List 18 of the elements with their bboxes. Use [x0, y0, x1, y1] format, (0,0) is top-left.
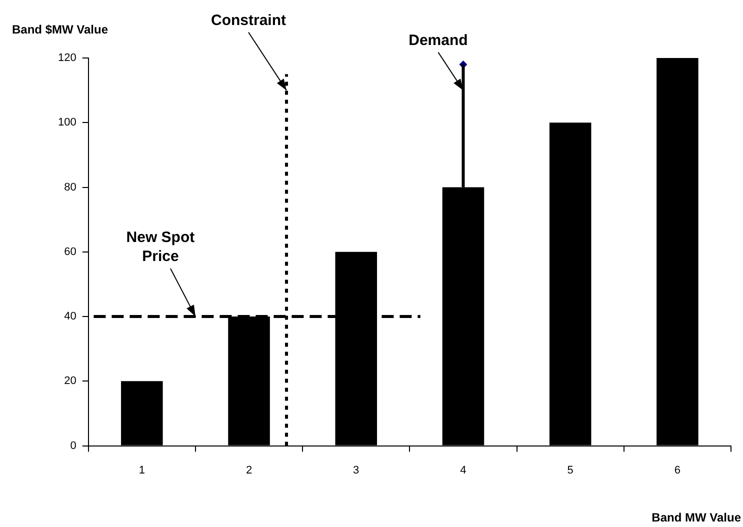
annotation: New Spot Price	[126, 229, 195, 266]
y-tick-label: 20	[64, 375, 76, 388]
y-axis-title: Band $MW Value	[12, 22, 108, 36]
y-tick-label: 60	[64, 246, 76, 258]
x-tick-label: 5	[567, 464, 574, 476]
annotation: Demand	[408, 32, 468, 49]
x-tick-label: 6	[674, 464, 681, 476]
annotation: Constraint	[211, 12, 286, 29]
y-tick-label: 80	[64, 181, 76, 194]
y-tick-label: 120	[58, 52, 76, 64]
x-tick-label: 2	[246, 464, 252, 476]
y-tick-label: 40	[64, 310, 76, 323]
x-axis-title: Band MW Value	[652, 510, 742, 524]
x-tick-label: 3	[353, 464, 360, 476]
y-tick-label: 0	[70, 440, 76, 452]
y-tick-label: 100	[58, 116, 76, 129]
x-tick-label: 4	[460, 464, 466, 476]
x-tick-label: 1	[138, 464, 145, 476]
